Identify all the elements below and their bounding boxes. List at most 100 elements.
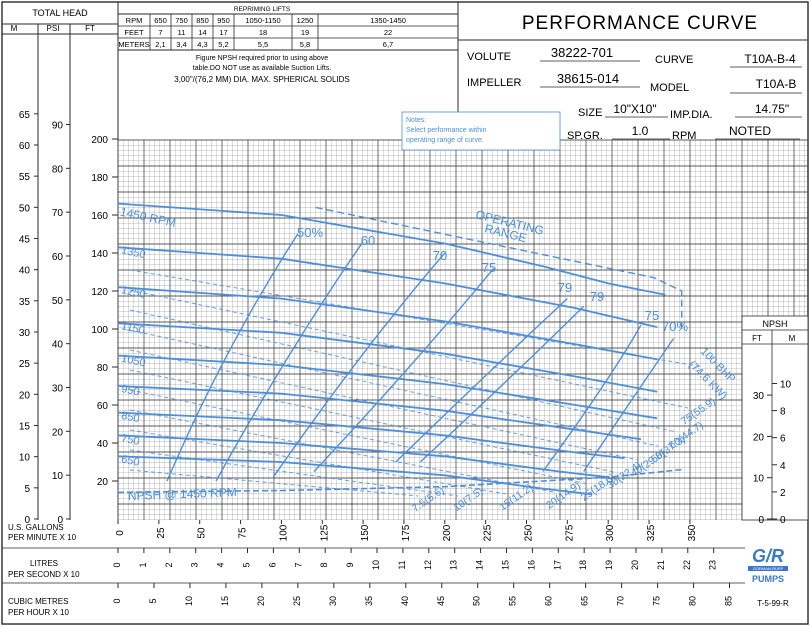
npsh-m-tick-label: 4 xyxy=(780,461,786,472)
lift-table-cell: 18 xyxy=(259,28,267,37)
impdia-label: IMP.DIA. xyxy=(670,109,713,121)
m3h-tick-label: 0 xyxy=(112,598,122,603)
lps-tick-label: 18 xyxy=(578,560,588,570)
m-tick-label: 10 xyxy=(19,453,31,464)
ft-tick-label: 140 xyxy=(91,249,108,260)
volute-value: 38222-701 xyxy=(551,45,613,60)
head-curve xyxy=(117,354,658,420)
psi-tick-label: 60 xyxy=(52,252,64,263)
lps-tick-label: 17 xyxy=(552,560,562,570)
head-curve-label: 1150 xyxy=(120,320,146,337)
lps-tick-label: 9 xyxy=(345,562,355,567)
title-block: PERFORMANCE CURVE VOLUTE 38222-701 CURVE… xyxy=(457,2,808,142)
m-tick-label: 20 xyxy=(19,390,31,401)
power-line xyxy=(129,409,554,493)
lift-table-cell: 6,7 xyxy=(383,40,393,49)
m-tick-label: 60 xyxy=(19,141,31,152)
npsh-m-tick-label: 8 xyxy=(780,407,786,418)
psi-tick-label: 10 xyxy=(52,471,64,482)
m-tick-label: 45 xyxy=(19,234,31,245)
lift-table-cell: 950 xyxy=(217,16,230,25)
m-unit-label: M xyxy=(11,24,18,33)
efficiency-contour xyxy=(313,267,495,472)
ft-tick-label: 120 xyxy=(91,287,108,298)
lps-tick-label: 2 xyxy=(164,562,174,567)
lift-table-cell: 1350-1450 xyxy=(370,16,406,25)
m3h-tick-label: 25 xyxy=(292,596,302,606)
lift-table-cell: METERS xyxy=(118,40,149,49)
power-line xyxy=(129,329,659,447)
rpm-label: RPM xyxy=(672,130,696,142)
head-curve-label: 750 xyxy=(120,432,140,448)
m-tick-label: 50 xyxy=(19,203,31,214)
lift-table-cell: 14 xyxy=(198,28,206,37)
lift-table-cell: 850 xyxy=(196,16,209,25)
lift-table-cell: 1050-1150 xyxy=(245,16,280,25)
ft-tick-label: 100 xyxy=(91,325,108,336)
lift-table-cell: 5,8 xyxy=(300,40,310,49)
lps-tick-label: 15 xyxy=(500,560,510,570)
repriming-lifts-table: REPRIMING LIFTS RPM 650 750 850 950 1050-1150… xyxy=(117,6,459,84)
npsh-label: NPSH xyxy=(762,319,787,329)
head-curve xyxy=(117,434,609,479)
lps-tick-label: 1 xyxy=(138,562,148,567)
spgr-value: 1.0 xyxy=(632,124,649,138)
head-curve-label: 1250 xyxy=(120,284,146,301)
power-line xyxy=(129,349,639,461)
m3h-tick-label: 85 xyxy=(724,596,734,606)
power-line xyxy=(129,369,615,473)
model-value: T10A-B xyxy=(756,77,797,91)
npsh-axis: NPSH FT M 0 10 20 30 0 2 4 6 8 10 xyxy=(741,315,809,526)
model-label: MODEL xyxy=(650,82,689,94)
lps-tick-label: 0 xyxy=(112,562,122,567)
head-curve xyxy=(117,411,625,460)
spgr-label: SP.GR. xyxy=(567,130,603,142)
efficiency-label: 70 xyxy=(433,248,447,263)
head-curve-label: 1050 xyxy=(120,353,146,370)
lps-tick-label: 20 xyxy=(630,560,640,570)
lift-table-caption: REPRIMING LIFTS xyxy=(234,6,291,13)
lps-tick-label: 21 xyxy=(656,560,666,570)
m3h-tick-label: 35 xyxy=(364,596,374,606)
power-line xyxy=(129,389,589,485)
ft-tick-label: 180 xyxy=(91,173,108,184)
lift-table-cell: 19 xyxy=(301,28,309,37)
gpm-label-b: PER MINUTE X 10 xyxy=(8,533,77,542)
gpm-tick-label: 300 xyxy=(605,524,616,541)
npsh-curve-label: NPSH @ 1450 RPM xyxy=(128,485,237,503)
impeller-label: IMPELLER xyxy=(467,77,521,89)
volute-label: VOLUTE xyxy=(467,51,511,63)
m3h-label-b: PER HOUR X 10 xyxy=(8,608,69,617)
chart-title: PERFORMANCE CURVE xyxy=(522,13,758,34)
lps-tick-label: 19 xyxy=(604,560,614,570)
psi-tick-label: 50 xyxy=(52,296,64,307)
gpm-tick-label: 325 xyxy=(646,524,657,541)
gpm-label-a: U.S. GALLONS xyxy=(8,523,64,532)
lift-table-cell: 5,2 xyxy=(218,40,228,49)
gpm-tick-label: 50 xyxy=(197,527,208,539)
ft-tick-label: 200 xyxy=(91,135,108,146)
gpm-tick-label: 225 xyxy=(483,524,494,541)
size-label: SIZE xyxy=(578,107,602,119)
gorman-rupp-logo: G/R GORMAN-RUPP PUMPS T-5-99-R xyxy=(748,546,789,608)
power-line xyxy=(129,269,699,367)
psi-tick-label: 30 xyxy=(52,384,64,395)
psi-tick-label: 80 xyxy=(52,164,64,175)
m-tick-label: 40 xyxy=(19,266,31,277)
lps-tick-label: 11 xyxy=(397,560,407,569)
head-curve xyxy=(117,322,658,393)
power-line xyxy=(129,449,459,497)
notes-box: Notes: Select performance within operati… xyxy=(401,111,561,151)
impdia-value: 14.75" xyxy=(755,102,789,116)
lps-tick-label: 22 xyxy=(682,560,692,570)
ft-unit-label: FT xyxy=(85,24,95,33)
npsh-m-label: M xyxy=(789,334,796,343)
gpm-tick-label: 250 xyxy=(524,524,535,541)
curve-label: CURVE xyxy=(655,54,693,66)
psi-unit-label: PSI xyxy=(47,24,60,33)
lift-table-cell: 4,3 xyxy=(197,40,207,49)
efficiency-label: 70% xyxy=(662,319,688,334)
efficiency-contour xyxy=(542,324,642,472)
